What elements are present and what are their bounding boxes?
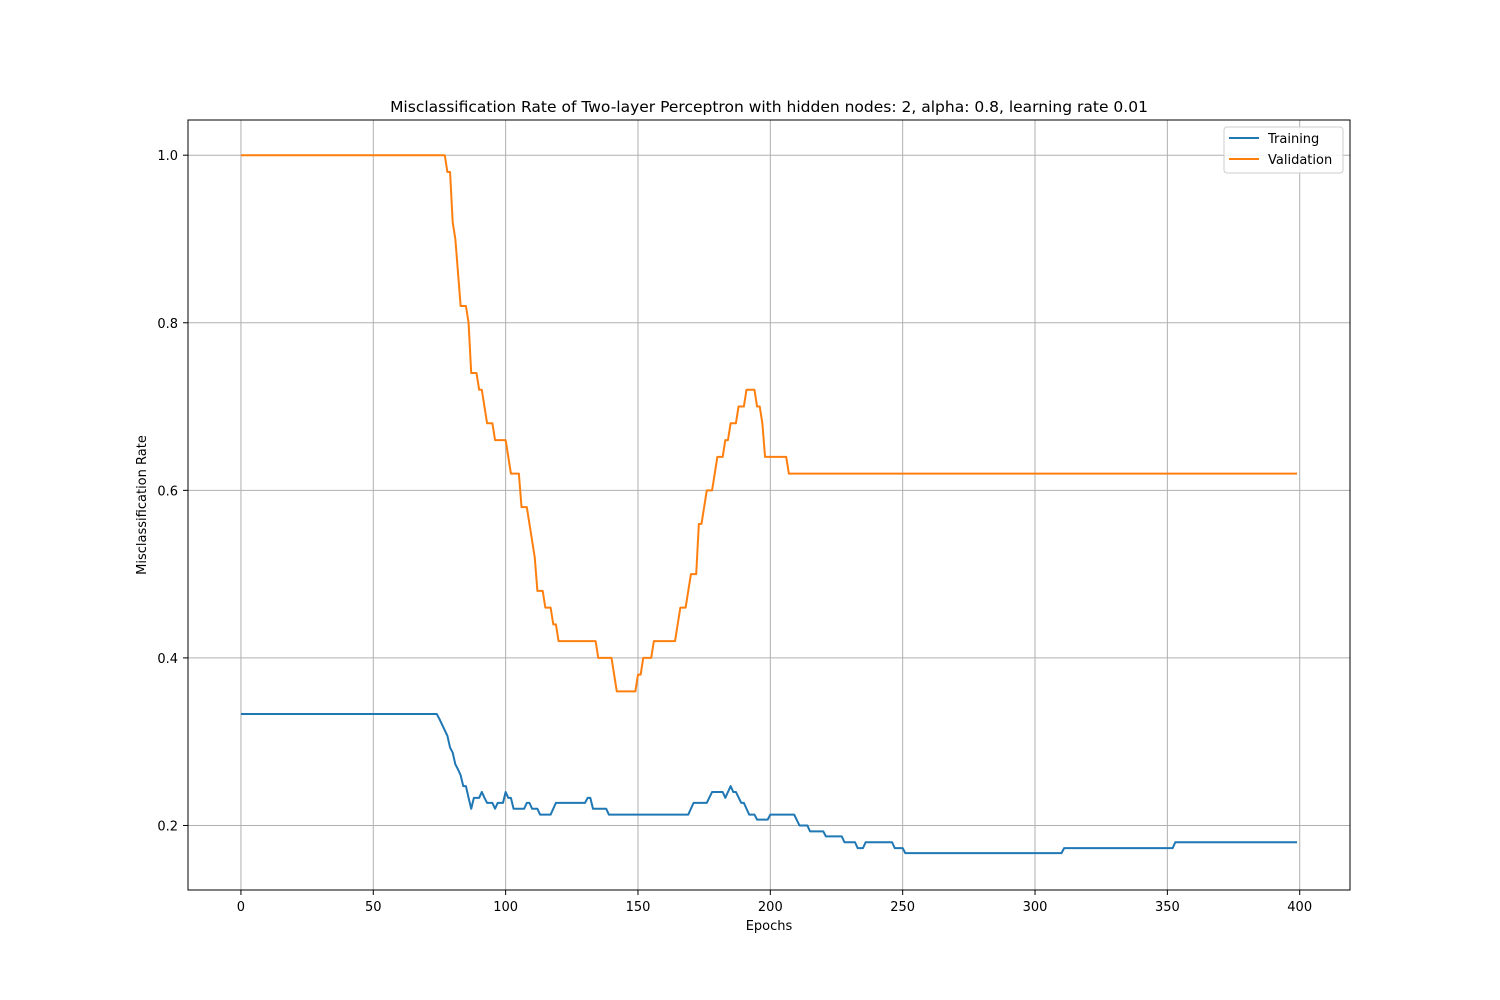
- plot-frame: [187, 119, 1351, 891]
- x-axis-label: Epochs: [746, 919, 793, 934]
- x-tick-label: 250: [890, 900, 915, 915]
- x-tick-label: 50: [365, 900, 382, 915]
- y-axis-label: Misclassification Rate: [135, 435, 150, 575]
- y-tick-label: 0.4: [157, 652, 178, 667]
- x-tick-label: 0: [237, 900, 245, 915]
- y-tick-label: 1.0: [157, 149, 178, 164]
- y-tick-label: 0.8: [157, 317, 178, 332]
- x-tick-label: 200: [758, 900, 783, 915]
- legend: Training Validation: [1223, 126, 1344, 174]
- y-tick-label: 0.2: [157, 819, 178, 834]
- x-axis-ticks: 0 50 100 150 200 250 300 350 400: [237, 890, 1312, 915]
- x-tick-label: 100: [493, 900, 518, 915]
- chart-title: Misclassification Rate of Two-layer Perc…: [390, 98, 1148, 116]
- grid-lines: [188, 120, 1350, 890]
- y-axis-ticks: 0.2 0.4 0.6 0.8 1.0: [157, 149, 188, 834]
- y-tick-label: 0.6: [157, 484, 178, 499]
- x-tick-label: 300: [1023, 900, 1048, 915]
- legend-label-training: Training: [1267, 132, 1319, 147]
- x-tick-label: 150: [626, 900, 651, 915]
- x-tick-label: 400: [1287, 900, 1312, 915]
- series-line-validation: [240, 154, 1298, 693]
- x-tick-label: 350: [1155, 900, 1180, 915]
- series-line-training: [240, 713, 1298, 855]
- legend-label-validation: Validation: [1268, 153, 1332, 168]
- series-layer: [240, 154, 1298, 855]
